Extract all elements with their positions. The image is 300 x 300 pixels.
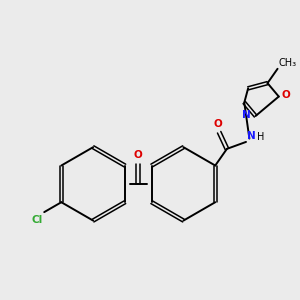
- Text: N: N: [248, 130, 256, 140]
- Text: O: O: [134, 150, 143, 160]
- Text: CH₃: CH₃: [279, 58, 297, 68]
- Text: N: N: [242, 110, 250, 120]
- Text: O: O: [213, 119, 222, 129]
- Text: H: H: [257, 133, 264, 142]
- Text: O: O: [282, 90, 290, 100]
- Text: Cl: Cl: [32, 215, 43, 225]
